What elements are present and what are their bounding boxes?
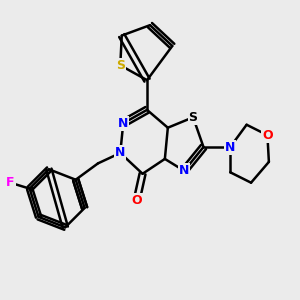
Text: F: F	[6, 176, 15, 189]
Text: S: S	[189, 111, 198, 124]
Text: N: N	[179, 164, 189, 177]
Text: O: O	[262, 129, 273, 142]
Text: O: O	[131, 194, 142, 207]
Text: N: N	[115, 146, 125, 160]
Text: S: S	[116, 59, 125, 72]
Text: N: N	[225, 140, 236, 154]
Text: N: N	[118, 117, 128, 130]
